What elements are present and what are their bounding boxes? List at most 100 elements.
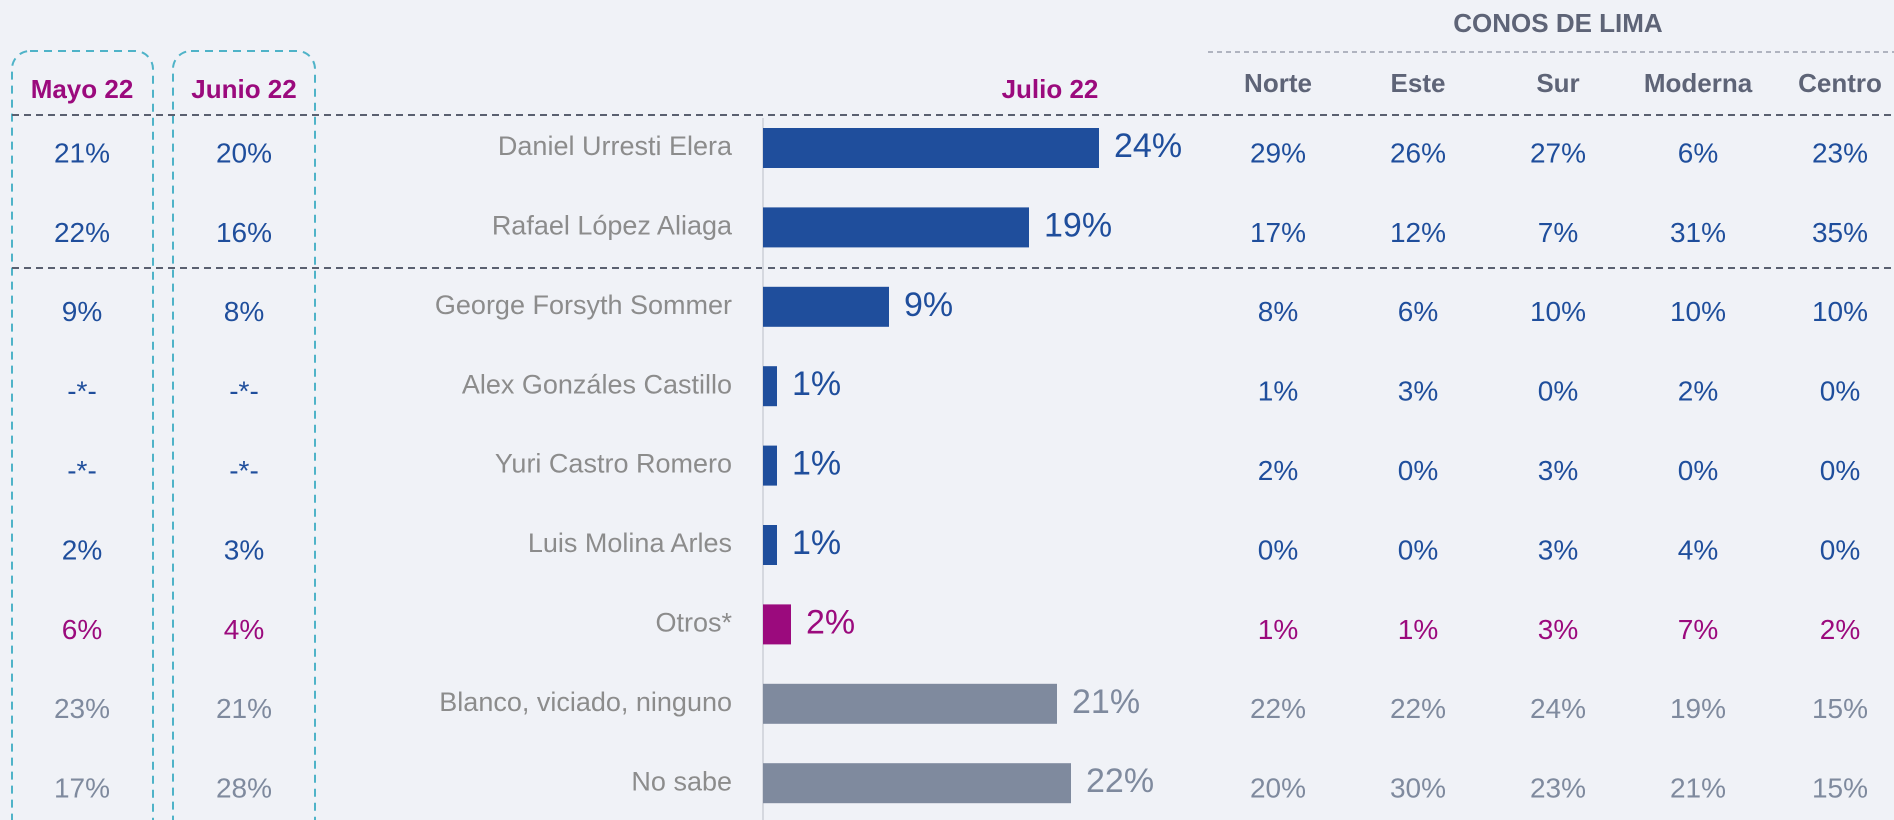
category-label: No sabe bbox=[631, 766, 732, 796]
cell: 6% bbox=[1398, 296, 1438, 327]
cell: 2% bbox=[1258, 455, 1298, 486]
cell: 0% bbox=[1678, 455, 1718, 486]
cell: 0% bbox=[1820, 534, 1860, 565]
cell: 20% bbox=[216, 137, 272, 168]
cell: 7% bbox=[1538, 217, 1578, 248]
cell: 4% bbox=[1678, 534, 1718, 565]
category-label: Luis Molina Arles bbox=[528, 528, 732, 558]
category-label: Alex Gonzáles Castillo bbox=[462, 369, 732, 399]
cell: 0% bbox=[1820, 376, 1860, 407]
column-header: Moderna bbox=[1644, 68, 1753, 98]
cell: 6% bbox=[1678, 137, 1718, 168]
cell: 21% bbox=[1670, 773, 1726, 804]
cell: 1% bbox=[1398, 614, 1438, 645]
cell: -*- bbox=[229, 376, 259, 407]
cell: 19% bbox=[1670, 693, 1726, 724]
cell: 6% bbox=[62, 614, 102, 645]
cell: 22% bbox=[1250, 693, 1306, 724]
conos-title: CONOS DE LIMA bbox=[1453, 8, 1663, 38]
column-header: Sur bbox=[1536, 68, 1579, 98]
cell: 17% bbox=[54, 773, 110, 804]
column-header: Mayo 22 bbox=[31, 74, 134, 104]
cell: 0% bbox=[1398, 534, 1438, 565]
cell: 22% bbox=[1390, 693, 1446, 724]
category-label: Otros* bbox=[655, 608, 732, 638]
cell: 0% bbox=[1538, 376, 1578, 407]
cell: 17% bbox=[1250, 217, 1306, 248]
junio-box bbox=[172, 50, 316, 820]
cell: 8% bbox=[1258, 296, 1298, 327]
cell: 9% bbox=[62, 296, 102, 327]
bar bbox=[763, 763, 1071, 804]
category-label: Daniel Urresti Elera bbox=[498, 131, 733, 161]
cell: 21% bbox=[216, 693, 272, 724]
mayo-box bbox=[11, 50, 154, 820]
cell: 1% bbox=[1258, 376, 1298, 407]
cell: 31% bbox=[1670, 217, 1726, 248]
column-header: Junio 22 bbox=[191, 74, 296, 104]
cell: 21% bbox=[54, 137, 110, 168]
cell: 1% bbox=[1258, 614, 1298, 645]
bar bbox=[763, 366, 777, 407]
cell: 2% bbox=[1678, 376, 1718, 407]
cell: 15% bbox=[1812, 773, 1868, 804]
category-label: George Forsyth Sommer bbox=[435, 290, 732, 320]
cell: 0% bbox=[1820, 455, 1860, 486]
category-label: Rafael López Aliaga bbox=[492, 211, 733, 241]
bar bbox=[763, 683, 1057, 724]
cell: 3% bbox=[1398, 376, 1438, 407]
bar bbox=[763, 604, 791, 645]
cell: 3% bbox=[1538, 534, 1578, 565]
cell: 0% bbox=[1398, 455, 1438, 486]
column-header: Norte bbox=[1244, 68, 1312, 98]
category-label: Blanco, viciado, ninguno bbox=[439, 687, 732, 717]
bar bbox=[763, 207, 1029, 248]
cell: 23% bbox=[1812, 137, 1868, 168]
value-label: 19% bbox=[1044, 206, 1112, 244]
cell: 35% bbox=[1812, 217, 1868, 248]
cell: 10% bbox=[1812, 296, 1868, 327]
cell: 26% bbox=[1390, 137, 1446, 168]
cell: 0% bbox=[1258, 534, 1298, 565]
cell: 22% bbox=[54, 217, 110, 248]
cell: 7% bbox=[1678, 614, 1718, 645]
cell: 30% bbox=[1390, 773, 1446, 804]
cell: -*- bbox=[67, 376, 97, 407]
cell: 4% bbox=[224, 614, 264, 645]
chart-title: Julio 22 bbox=[1002, 74, 1099, 104]
bar bbox=[763, 128, 1099, 168]
column-header: Este bbox=[1391, 68, 1446, 98]
cell: 20% bbox=[1250, 773, 1306, 804]
cell: 2% bbox=[62, 534, 102, 565]
cell: 29% bbox=[1250, 137, 1306, 168]
cell: 10% bbox=[1670, 296, 1726, 327]
value-label: 1% bbox=[792, 365, 841, 403]
cell: 28% bbox=[216, 773, 272, 804]
cell: 15% bbox=[1812, 693, 1868, 724]
value-label: 1% bbox=[792, 445, 841, 483]
cell: 27% bbox=[1530, 137, 1586, 168]
cell: 16% bbox=[216, 217, 272, 248]
cell: 10% bbox=[1530, 296, 1586, 327]
cell: 3% bbox=[1538, 614, 1578, 645]
cell: -*- bbox=[229, 455, 259, 486]
value-label: 2% bbox=[806, 603, 855, 641]
cell: 12% bbox=[1390, 217, 1446, 248]
cell: -*- bbox=[67, 455, 97, 486]
category-label: Yuri Castro Romero bbox=[495, 449, 732, 479]
value-label: 21% bbox=[1072, 683, 1140, 721]
cell: 24% bbox=[1530, 693, 1586, 724]
cell: 8% bbox=[224, 296, 264, 327]
column-header: Centro bbox=[1798, 68, 1882, 98]
bar bbox=[763, 525, 777, 565]
cell: 2% bbox=[1820, 614, 1860, 645]
value-label: 1% bbox=[792, 524, 841, 562]
bar bbox=[763, 445, 777, 486]
value-label: 9% bbox=[904, 286, 953, 324]
cell: 23% bbox=[1530, 773, 1586, 804]
value-label: 22% bbox=[1086, 762, 1154, 800]
value-label: 24% bbox=[1114, 127, 1182, 165]
cell: 23% bbox=[54, 693, 110, 724]
